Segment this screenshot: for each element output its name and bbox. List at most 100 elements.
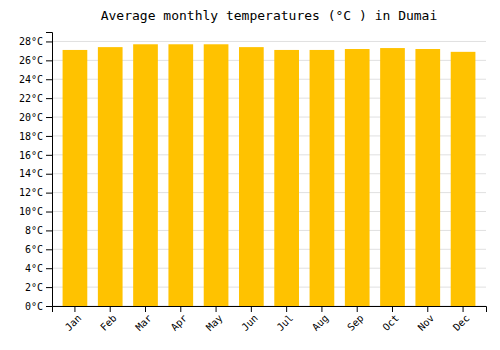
y-tick-mark bbox=[46, 155, 52, 156]
y-tick-label: 6°C bbox=[25, 244, 43, 255]
y-tick-label: 14°C bbox=[19, 168, 43, 179]
y-tick-label: 4°C bbox=[25, 263, 43, 274]
x-tick-mark bbox=[286, 306, 287, 312]
y-tick: 14°C bbox=[19, 168, 52, 179]
x-tick: May bbox=[204, 306, 225, 333]
bar bbox=[239, 47, 264, 306]
x-tick-label: Dec bbox=[451, 312, 472, 333]
y-tick-mark bbox=[46, 193, 52, 194]
x-tick-label: Mar bbox=[133, 312, 154, 333]
x-tick-mark bbox=[392, 306, 393, 312]
y-tick: 0°C bbox=[25, 301, 52, 312]
title: Average monthly temperatures (°C ) in Du… bbox=[101, 8, 438, 23]
y-tick: 26°C bbox=[19, 55, 52, 66]
y-tick: 22°C bbox=[19, 93, 52, 104]
x-tick-label: Apr bbox=[169, 312, 190, 333]
plot: 0°C 2°C 4°C 6°C 8°C 10°C 12°C 14°C 16°C 18°C 20°C 2… bbox=[19, 33, 487, 333]
y-tick-label: 12°C bbox=[19, 187, 43, 198]
y-tick-mark bbox=[46, 174, 52, 175]
y-tick-mark bbox=[46, 41, 52, 42]
y-tick-mark bbox=[46, 136, 52, 137]
y-tick-mark bbox=[46, 79, 52, 80]
y-tick-label: 8°C bbox=[25, 225, 43, 236]
x-tick-label: May bbox=[204, 312, 225, 333]
bar bbox=[451, 52, 476, 306]
y-tick: 8°C bbox=[25, 225, 52, 236]
x-tick: Jun bbox=[239, 306, 260, 333]
y-tick-mark bbox=[46, 98, 52, 99]
y-tick: 18°C bbox=[19, 131, 52, 142]
x-tick-mark bbox=[251, 306, 252, 312]
bar bbox=[133, 44, 158, 306]
x-tick-mark bbox=[216, 306, 217, 312]
x-tick: Jul bbox=[275, 306, 296, 333]
y-tick-mark bbox=[46, 60, 52, 61]
y-tick: 16°C bbox=[19, 150, 52, 161]
y-tick-label: 16°C bbox=[19, 150, 43, 161]
y-tick-label: 18°C bbox=[19, 131, 43, 142]
x-tick-mark bbox=[463, 306, 464, 312]
x-tick-label: Jun bbox=[239, 312, 260, 333]
x-tick: Nov bbox=[416, 306, 437, 333]
y-tick-mark bbox=[46, 249, 52, 250]
x-tick: Mar bbox=[133, 306, 154, 333]
y-tick: 2°C bbox=[25, 282, 52, 293]
y-tick: 24°C bbox=[19, 74, 52, 85]
bar bbox=[380, 48, 405, 306]
bar bbox=[63, 50, 88, 306]
bar bbox=[310, 50, 335, 306]
y-tick: 10°C bbox=[19, 206, 52, 217]
x-tick: Feb bbox=[98, 306, 119, 333]
x-tick-mark bbox=[427, 306, 428, 312]
x-tick-mark bbox=[110, 306, 111, 312]
y-tick-label: 26°C bbox=[19, 55, 43, 66]
y-axis: 0°C 2°C 4°C 6°C 8°C 10°C 12°C 14°C 16°C 18°C 20°C 2… bbox=[19, 33, 53, 312]
y-tick-label: 0°C bbox=[25, 301, 43, 312]
y-tick-label: 24°C bbox=[19, 74, 43, 85]
y-tick: 20°C bbox=[19, 112, 52, 123]
y-tick-label: 20°C bbox=[19, 112, 43, 123]
bar bbox=[345, 49, 370, 306]
chart: 0°C 2°C 4°C 6°C 8°C 10°C 12°C 14°C 16°C 18°C 20°C 2… bbox=[0, 0, 500, 350]
y-tick-label: 10°C bbox=[19, 206, 43, 217]
grid-line bbox=[52, 41, 486, 42]
x-tick-label: Oct bbox=[380, 312, 401, 333]
x-tick: Dec bbox=[451, 306, 472, 333]
x-tick-mark bbox=[180, 306, 181, 312]
x-tick-mark bbox=[321, 306, 322, 312]
bars bbox=[63, 44, 476, 306]
y-tick-mark bbox=[46, 230, 52, 231]
x-tick-mark bbox=[357, 306, 358, 312]
y-tick: 6°C bbox=[25, 244, 52, 255]
x-tick-label: Jul bbox=[275, 312, 296, 333]
x-tick: Aug bbox=[310, 306, 331, 333]
x-tick-label: Nov bbox=[416, 312, 437, 333]
x-tick-label: Aug bbox=[310, 312, 331, 333]
y-tick-label: 22°C bbox=[19, 93, 43, 104]
x-axis-line bbox=[53, 307, 487, 313]
x-tick: Jan bbox=[63, 306, 84, 333]
grid bbox=[52, 41, 486, 306]
y-tick-mark bbox=[46, 268, 52, 269]
y-tick-mark bbox=[46, 287, 52, 288]
x-axis: Jan Feb Mar Apr May Jun Jul Aug Sep Oct Nov Dec bbox=[53, 306, 487, 333]
y-axis-line bbox=[46, 33, 53, 307]
x-tick: Oct bbox=[380, 306, 401, 333]
y-tick-mark bbox=[46, 117, 52, 118]
x-tick-mark bbox=[145, 306, 146, 312]
y-tick: 12°C bbox=[19, 187, 52, 198]
y-tick-mark bbox=[46, 212, 52, 213]
x-tick-label: Feb bbox=[98, 312, 119, 333]
x-tick-mark bbox=[74, 306, 75, 312]
x-tick-label: Jan bbox=[63, 312, 84, 333]
y-tick: 4°C bbox=[25, 263, 52, 274]
bar bbox=[415, 49, 440, 306]
bar bbox=[204, 44, 229, 306]
y-tick: 28°C bbox=[19, 36, 52, 47]
bar bbox=[274, 50, 299, 306]
y-tick-mark bbox=[46, 306, 52, 307]
y-tick-label: 2°C bbox=[25, 282, 43, 293]
x-tick-label: Sep bbox=[345, 312, 366, 333]
bar bbox=[168, 44, 193, 306]
bar bbox=[98, 47, 123, 306]
